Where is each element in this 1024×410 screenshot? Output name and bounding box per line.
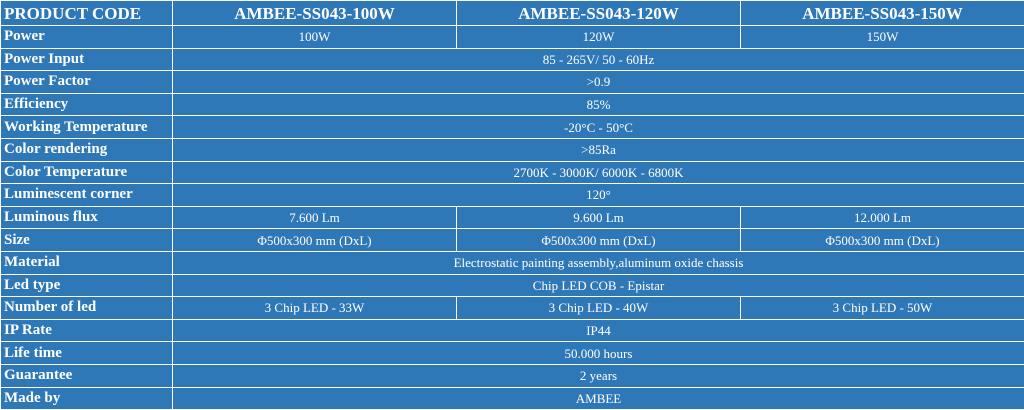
spec-row: Color Temperature 2700K - 3000K/ 6000K - … xyxy=(0,160,1024,185)
spec-value: 120° xyxy=(172,183,1024,207)
spec-value: 100W xyxy=(172,25,457,49)
row-label: Made by xyxy=(0,386,173,410)
spec-value: 7.600 Lm xyxy=(172,205,457,230)
spec-value: 12.000 Lm xyxy=(740,205,1024,230)
spec-row: Number of led 3 Chip LED - 33W 3 Chip LED … xyxy=(0,296,1024,320)
spec-value: Φ500x300 mm (DxL) xyxy=(456,228,741,252)
spec-value: 3 Chip LED - 40W xyxy=(456,296,741,320)
spec-row: Luminescent corner 120° xyxy=(0,183,1024,207)
spec-row: Color rendering >85Ra xyxy=(0,137,1024,162)
row-label: Color rendering xyxy=(0,137,173,162)
row-label: Power Input xyxy=(0,47,173,72)
spec-row: Led type Chip LED COB - Epistar xyxy=(0,273,1024,298)
spec-row: Working Temperature -20°C - 50°C xyxy=(0,115,1024,139)
row-label: Led type xyxy=(0,273,173,298)
row-label: Life time xyxy=(0,341,173,365)
header-label: PRODUCT CODE xyxy=(0,0,173,26)
spec-row: Power Factor >0.9 xyxy=(0,70,1024,94)
spec-value: >85Ra xyxy=(172,137,1024,162)
spec-value: 85 - 265V/ 50 - 60Hz xyxy=(172,47,1024,72)
spec-row: Made by AMBEE xyxy=(0,386,1024,410)
spec-value: 3 Chip LED - 50W xyxy=(740,296,1024,320)
row-label: Working Temperature xyxy=(0,115,173,139)
spec-value: 50.000 hours xyxy=(172,341,1024,365)
spec-value: -20°C - 50°C xyxy=(172,115,1024,139)
spec-row: Guarantee 2 years xyxy=(0,363,1024,388)
spec-value: Electrostatic painting assembly,aluminum… xyxy=(172,250,1024,275)
row-label: Size xyxy=(0,228,173,252)
spec-row: Power Input 85 - 265V/ 50 - 60Hz xyxy=(0,47,1024,72)
spec-value: Φ500x300 mm (DxL) xyxy=(172,228,457,252)
header-row: PRODUCT CODE AMBEE-SS043-100W AMBEE-SS043-… xyxy=(0,0,1024,26)
header-cell: AMBEE-SS043-150W xyxy=(740,0,1024,26)
spec-value: >0.9 xyxy=(172,70,1024,94)
spec-value: Φ500x300 mm (DxL) xyxy=(740,228,1024,252)
spec-row: Size Φ500x300 mm (DxL) Φ500x300 mm (DxL) Φ5… xyxy=(0,228,1024,252)
row-label: Power xyxy=(0,25,173,49)
row-label: Color Temperature xyxy=(0,160,173,185)
row-label: Power Factor xyxy=(0,70,173,94)
header-cell: AMBEE-SS043-120W xyxy=(456,0,741,26)
spec-value: 9.600 Lm xyxy=(456,205,741,230)
row-label: Luminescent corner xyxy=(0,183,173,207)
row-label: Efficiency xyxy=(0,92,173,117)
spec-row: Material Electrostatic painting assembly,… xyxy=(0,250,1024,275)
spec-row: Efficiency 85% xyxy=(0,92,1024,117)
row-label: Material xyxy=(0,250,173,275)
spec-value: 150W xyxy=(740,25,1024,49)
spec-row: Life time 50.000 hours xyxy=(0,341,1024,365)
spec-value: 85% xyxy=(172,92,1024,117)
spec-value: IP44 xyxy=(172,318,1024,343)
header-cell: AMBEE-SS043-100W xyxy=(172,0,457,26)
row-label: Number of led xyxy=(0,296,173,320)
spec-value: AMBEE xyxy=(172,386,1024,410)
spec-value: 2700K - 3000K/ 6000K - 6800K xyxy=(172,160,1024,185)
spec-value: 120W xyxy=(456,25,741,49)
row-label: Luminous flux xyxy=(0,205,173,230)
spec-row: IP Rate IP44 xyxy=(0,318,1024,343)
row-label: IP Rate xyxy=(0,318,173,343)
spec-value: Chip LED COB - Epistar xyxy=(172,273,1024,298)
spec-row: Luminous flux 7.600 Lm 9.600 Lm 12.000 Lm xyxy=(0,205,1024,230)
row-label: Guarantee xyxy=(0,363,173,388)
spec-value: 2 years xyxy=(172,363,1024,388)
spec-row: Power 100W 120W 150W xyxy=(0,25,1024,49)
spec-value: 3 Chip LED - 33W xyxy=(172,296,457,320)
